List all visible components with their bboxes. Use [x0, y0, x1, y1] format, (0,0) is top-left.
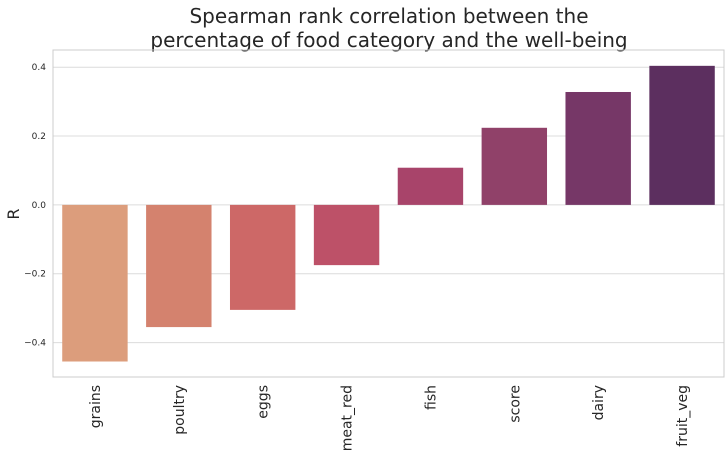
- x-tick-label: fish: [423, 385, 439, 410]
- x-tick-label: score: [507, 385, 523, 423]
- y-axis-label: R: [4, 208, 23, 219]
- bar-eggs: [229, 204, 296, 310]
- plot-frame: [52, 49, 725, 378]
- bar-dairy: [565, 91, 631, 205]
- bar-meat-red: [313, 204, 380, 266]
- bar-score: [481, 127, 548, 205]
- x-tick-labels: grains poultry eggs meat_red fish score dairy f…: [88, 385, 691, 451]
- x-tick-label: meat_red: [340, 385, 356, 451]
- y-tick-label: 0.4: [32, 63, 47, 73]
- x-tick-label: dairy: [591, 385, 607, 420]
- x-tick-label: eggs: [256, 385, 272, 419]
- bar-fruit-veg: [649, 65, 715, 205]
- chart-title-line-1: Spearman rank correlation between the: [189, 4, 588, 28]
- y-tick-label: 0.2: [32, 132, 46, 142]
- y-tick-label: −0.2: [24, 270, 46, 280]
- bar-fish: [397, 167, 464, 205]
- x-tick-label: poultry: [172, 385, 188, 435]
- chart-title-line-2: percentage of food category and the well…: [150, 28, 627, 52]
- y-tick-label: −0.4: [24, 339, 46, 349]
- bars: [62, 65, 715, 362]
- bar-poultry: [146, 204, 212, 328]
- x-tick-label: grains: [88, 385, 104, 428]
- x-tick-label: fruit_veg: [675, 385, 691, 447]
- y-tick-label: 0.0: [32, 201, 47, 211]
- bar-grains: [62, 204, 128, 362]
- y-tick-labels: 0.4 0.2 0.0 −0.2 −0.4: [24, 63, 46, 348]
